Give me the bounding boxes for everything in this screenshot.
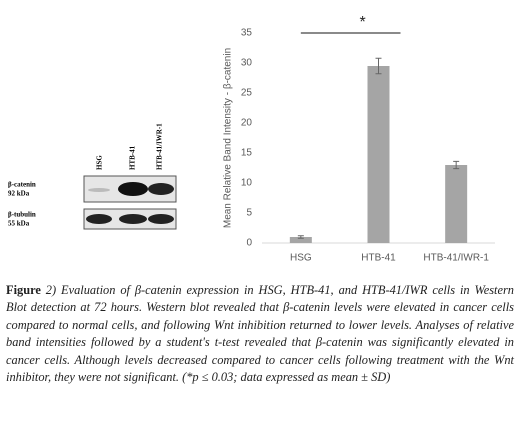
protein-label: β-tubulin <box>8 211 36 219</box>
error-bar <box>297 235 304 239</box>
western-blot: HSG HTB-41 HTB-41/IWR-1 β-catenin 92 kDa… <box>8 123 177 230</box>
y-tick-label: 0 <box>246 238 252 249</box>
x-tick-label: HSG <box>290 253 312 264</box>
protein-label: β-catenin <box>8 181 36 189</box>
y-tick-label: 35 <box>241 28 253 39</box>
x-tick-label: HTB-41/IWR-1 <box>423 253 489 264</box>
lane-label: HTB-41 <box>129 145 137 170</box>
caption: Figure 2) Evaluation of β-catenin expres… <box>6 282 514 386</box>
y-tick-label: 5 <box>246 208 252 219</box>
band <box>119 214 147 224</box>
error-bar <box>375 57 382 75</box>
size-label: 55 kDa <box>8 220 30 228</box>
band <box>88 188 110 192</box>
y-axis-title: Mean Relative Band Intensity - β-catenin <box>223 48 234 228</box>
bar <box>445 165 468 243</box>
y-tick-label: 20 <box>241 118 253 129</box>
band <box>148 183 174 195</box>
caption-text: 2) Evaluation of β-catenin expression in… <box>6 283 514 385</box>
y-tick-label: 25 <box>241 88 253 99</box>
bar <box>367 66 390 243</box>
lane-label: HTB-41/IWR-1 <box>156 123 164 170</box>
y-tick-label: 10 <box>241 178 253 189</box>
bar <box>289 237 312 243</box>
y-tick-label: 30 <box>241 58 253 69</box>
size-label: 92 kDa <box>8 190 30 198</box>
caption-label: Figure <box>6 283 41 297</box>
significance-label: * <box>360 14 366 31</box>
band <box>118 182 148 196</box>
x-tick-label: HTB-41 <box>361 253 396 264</box>
band <box>148 214 174 224</box>
lane-label: HSG <box>96 155 104 170</box>
band <box>86 214 112 224</box>
error-bar <box>453 160 460 170</box>
figure: HSG HTB-41 HTB-41/IWR-1 β-catenin 92 kDa… <box>8 14 495 264</box>
y-tick-label: 15 <box>241 148 253 159</box>
